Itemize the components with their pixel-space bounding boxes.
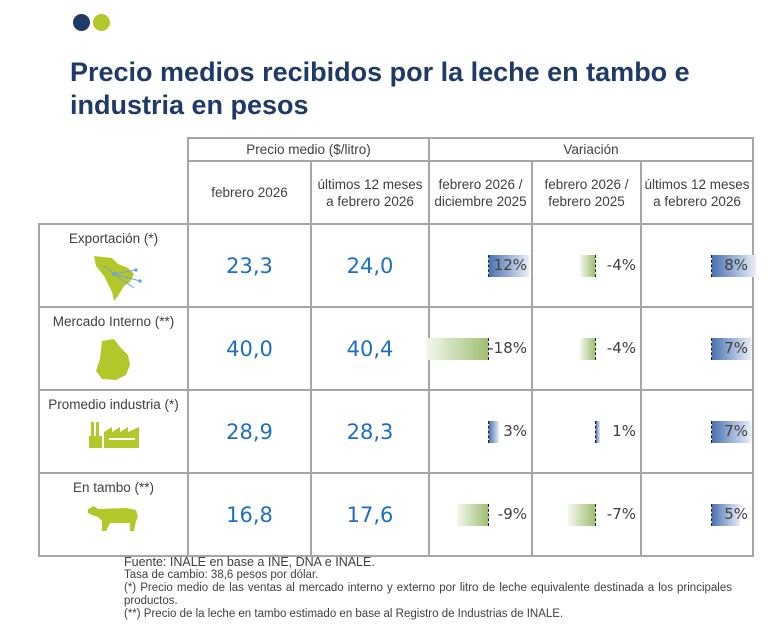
price-last12: 40,4 (310, 306, 430, 391)
factory-icon (40, 420, 187, 448)
row-label: Mercado Interno (**) (52, 314, 175, 329)
data-bar (595, 420, 600, 443)
variation-cell: 7% (640, 306, 754, 391)
variation-value: 1% (612, 421, 636, 440)
row-label: Exportación (*) (68, 231, 159, 246)
price-feb: 40,0 (187, 306, 312, 391)
row-label-cell: Exportación (*) (38, 223, 189, 308)
data-bar (711, 337, 751, 360)
variation-cell: -7% (531, 472, 642, 557)
navy-dot (73, 14, 90, 31)
variation-value: 12% (493, 255, 527, 274)
variation-cell: 5% (640, 472, 754, 557)
col-header: febrero 2026 / diciembre 2025 (428, 160, 533, 225)
variation-cell: 12% (428, 223, 533, 308)
table-row: Exportación (*) 23,3 24,0 12% -4% 8% (38, 223, 757, 308)
variation-cell: -4% (531, 223, 642, 308)
data-bar (711, 503, 740, 526)
price-last12: 17,6 (310, 472, 430, 557)
col-header: últimos 12 meses a febrero 2026 (640, 160, 754, 225)
variation-value: 7% (724, 338, 748, 357)
col-header: febrero 2026 (187, 160, 312, 225)
price-feb: 28,9 (187, 389, 312, 474)
page-title: Precio medios recibidos por la leche en … (70, 57, 690, 120)
variation-value: -9% (497, 504, 527, 523)
data-bar (426, 337, 489, 360)
row-label-cell: Mercado Interno (**) (38, 306, 189, 391)
price-feb: 16,8 (187, 472, 312, 557)
price-last12: 28,3 (310, 389, 430, 474)
variation-value: -4% (606, 255, 636, 274)
footnote-2: (**) Precio de la leche en tambo estimad… (124, 608, 564, 620)
row-label: Promedio industria (*) (48, 397, 179, 412)
header-variation-group: Variación (428, 137, 754, 162)
variation-value: -4% (606, 338, 636, 357)
col-header: febrero 2026 / febrero 2025 (531, 160, 642, 225)
data-bar (579, 254, 597, 277)
variation-cell: -4% (531, 306, 642, 391)
variation-value: 8% (724, 255, 748, 274)
price-table: Precio medio ($/litro) Variación febrero… (38, 137, 757, 557)
price-feb: 23,3 (187, 223, 312, 308)
data-bar (711, 254, 757, 277)
table-row: Mercado Interno (**) 40,0 40,4 -18% -4% 7% (38, 306, 754, 391)
variation-cell: -18% (426, 306, 533, 391)
data-bar (487, 254, 530, 277)
row-label-cell: En tambo (**) (38, 472, 189, 557)
col-header: últimos 12 meses a febrero 2026 (310, 160, 430, 225)
source-note: Fuente: INALE en base a INE, DNA e INALE… (124, 555, 375, 569)
data-bar (456, 503, 489, 526)
table-row: En tambo (**) 16,8 17,6 -9% -7% 5% (38, 472, 754, 557)
variation-cell: 1% (531, 389, 642, 474)
variation-value: -18% (488, 338, 527, 357)
exchange-note: Tasa de cambio: 38,6 pesos por dólar. (124, 569, 319, 581)
data-bar (568, 503, 597, 526)
data-bar (711, 420, 751, 443)
price-last12: 24,0 (310, 223, 430, 308)
variation-cell: -9% (428, 472, 533, 557)
variation-value: -7% (606, 504, 636, 523)
table-row: Promedio industria (*) 28,9 28,3 3% 1% 7% (38, 389, 754, 474)
footnotes: Fuente: INALE en base a INE, DNA e INALE… (124, 556, 732, 621)
data-bar (487, 420, 499, 443)
cow-icon (40, 503, 187, 531)
variation-cell: 8% (640, 223, 757, 308)
data-bar (579, 337, 597, 360)
row-label-cell: Promedio industria (*) (38, 389, 189, 474)
south-america-map-icon (40, 254, 187, 302)
logo-dots (73, 14, 110, 31)
variation-value: 7% (724, 421, 748, 440)
row-label: En tambo (**) (72, 480, 155, 495)
variation-value: 5% (724, 504, 748, 523)
uruguay-map-icon (40, 337, 187, 383)
variation-cell: 3% (428, 389, 533, 474)
header-price-group: Precio medio ($/litro) (187, 137, 430, 162)
footnote-1: (*) Precio medio de las ventas al mercad… (124, 582, 732, 607)
variation-cell: 7% (640, 389, 754, 474)
variation-value: 3% (503, 421, 527, 440)
lime-dot (93, 14, 110, 31)
